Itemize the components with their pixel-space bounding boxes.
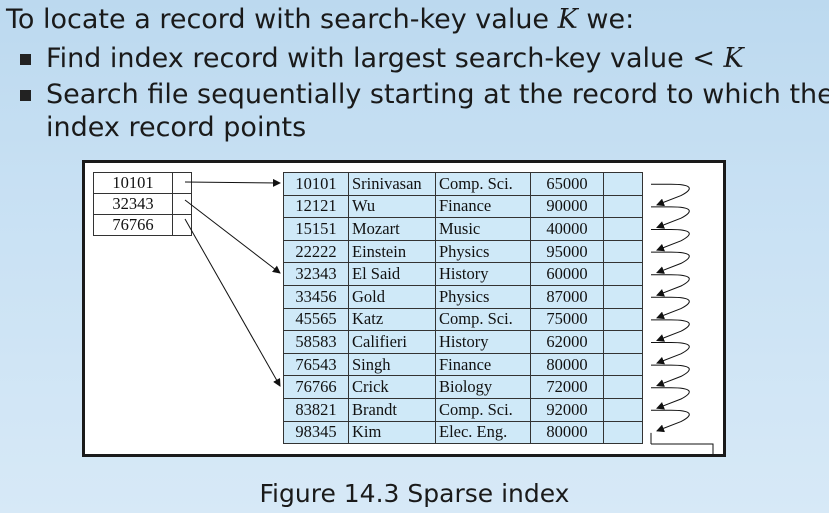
data-record-row: 76766 Crick Biology 72000 bbox=[283, 375, 643, 399]
record-salary: 80000 bbox=[530, 352, 604, 377]
record-chain-arrow bbox=[651, 229, 690, 252]
record-dept: Finance bbox=[435, 194, 531, 219]
record-chain-arrow bbox=[651, 296, 690, 320]
intro-var: K bbox=[557, 4, 578, 35]
index-key: 76766 bbox=[93, 214, 173, 236]
data-record-row: 22222 Einstein Physics 95000 bbox=[283, 239, 643, 264]
index-pointer-arrow bbox=[184, 178, 281, 187]
record-id: 83821 bbox=[283, 397, 349, 422]
data-record-row: 10101 Srinivasan Comp. Sci. 65000 bbox=[283, 172, 643, 196]
record-dept: Biology bbox=[435, 375, 531, 399]
data-record-row: 98345 Kim Elec. Eng. 80000 bbox=[283, 420, 643, 445]
intro-suffix: we: bbox=[577, 4, 635, 35]
index-pointer-arrow bbox=[184, 199, 281, 274]
record-pointer-cell bbox=[603, 420, 643, 445]
record-id: 33456 bbox=[283, 284, 349, 309]
record-name: Califieri bbox=[348, 330, 436, 354]
bullet-2-line1: Search file sequentially starting at the… bbox=[46, 79, 829, 110]
bullet-2-line2: index record points bbox=[46, 112, 307, 143]
record-chain-arrow bbox=[651, 409, 690, 433]
data-file-table: 10101 Srinivasan Comp. Sci. 65000 12121 Wu Fin… bbox=[283, 172, 643, 445]
record-chain-arrow bbox=[651, 251, 690, 274]
record-chain-arrows bbox=[650, 183, 690, 444]
record-chain-arrow bbox=[651, 342, 690, 365]
intro-line: To locate a record with search-key value… bbox=[6, 4, 634, 36]
index-record: 76766 bbox=[93, 214, 192, 236]
record-name: Kim bbox=[348, 420, 436, 445]
bullet-1-var: K bbox=[723, 43, 744, 74]
data-record-row: 76543 Singh Finance 80000 bbox=[283, 352, 643, 377]
record-chain-arrow bbox=[651, 319, 690, 342]
record-chain-arrow bbox=[651, 206, 690, 229]
record-salary: 87000 bbox=[530, 284, 604, 309]
record-dept: Elec. Eng. bbox=[435, 420, 531, 445]
record-name: Singh bbox=[348, 352, 436, 377]
pointer-arrows bbox=[184, 178, 714, 454]
index-file-table: 10101 32343 76766 bbox=[93, 172, 192, 236]
bullet-square bbox=[20, 90, 31, 101]
sparse-index-figure: 10101 32343 76766 10101 Srinivasan Comp. S… bbox=[82, 160, 726, 457]
bullet-1-op: < bbox=[692, 43, 715, 74]
figure-caption: Figure 14.3 Sparse index bbox=[259, 479, 570, 508]
record-id: 98345 bbox=[283, 420, 349, 445]
record-id: 12121 bbox=[283, 194, 349, 219]
bullet-square bbox=[20, 54, 31, 65]
bullet-1: Find index record with largest search-ke… bbox=[46, 43, 744, 75]
record-name: Gold bbox=[348, 284, 436, 309]
data-record-row: 12121 Wu Finance 90000 bbox=[283, 194, 643, 219]
data-record-row: 33456 Gold Physics 87000 bbox=[283, 284, 643, 309]
record-chain-arrow bbox=[651, 274, 690, 297]
record-chain-arrow bbox=[651, 364, 690, 387]
null-pointer-terminator bbox=[651, 443, 714, 454]
record-chain-arrow bbox=[651, 183, 690, 207]
record-chain-arrow bbox=[651, 387, 690, 410]
record-dept: Physics bbox=[435, 239, 531, 264]
record-dept: Comp. Sci. bbox=[435, 172, 531, 196]
intro-text: To locate a record with search-key value bbox=[6, 4, 558, 35]
record-dept: Finance bbox=[435, 352, 531, 377]
data-record-row: 15151 Mozart Music 40000 bbox=[283, 217, 643, 241]
record-id: 58583 bbox=[283, 330, 349, 354]
index-pointer-arrow bbox=[184, 218, 281, 387]
index-record: 32343 bbox=[93, 193, 192, 215]
record-salary: 92000 bbox=[530, 397, 604, 422]
index-pointer-cell bbox=[172, 214, 192, 236]
bullet-1-text: Find index record with largest search-ke… bbox=[46, 43, 693, 74]
